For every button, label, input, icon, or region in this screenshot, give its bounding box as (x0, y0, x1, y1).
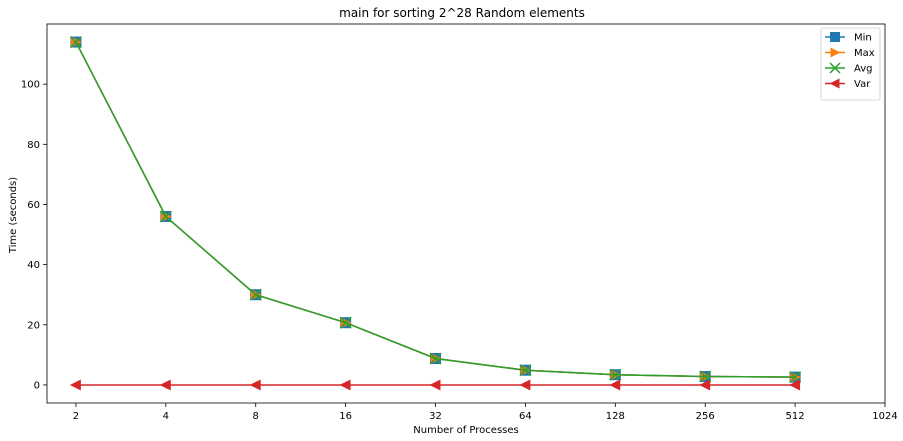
data-point-avg (519, 364, 532, 377)
legend: Min Max Avg Var (820, 27, 881, 101)
y-tick-label: 100 (21, 80, 40, 91)
data-point-var (159, 379, 171, 391)
data-point-avg-stroke (249, 288, 262, 301)
y-tick-label: 40 (27, 260, 40, 271)
data-point-avg-stroke (69, 36, 82, 49)
legend-marker-avg-stroke (829, 62, 841, 74)
data-point-var (339, 379, 351, 391)
legend-marker-var (829, 78, 840, 89)
data-point-var (789, 379, 801, 391)
legend-marker-avg (829, 62, 841, 74)
y-tick-label: 60 (27, 200, 40, 211)
legend-label-avg: Avg (854, 64, 873, 75)
x-tick-label: 8 (253, 411, 259, 422)
data-point-var (249, 379, 261, 391)
data-point-avg (429, 352, 442, 365)
data-point-avg-stroke (159, 210, 172, 223)
data-point-avg-stroke (339, 316, 352, 329)
data-point-avg-stroke (699, 370, 712, 383)
x-tick-label: 64 (519, 411, 532, 422)
x-tick-label: 128 (606, 411, 625, 422)
data-point-var (69, 379, 81, 391)
data-point-avg-stroke (429, 352, 442, 365)
x-tick-label: 256 (696, 411, 715, 422)
data-point-avg (69, 36, 82, 49)
y-tick-label: 0 (34, 380, 40, 391)
data-point-avg-stroke (789, 371, 802, 384)
x-tick-label: 16 (339, 411, 352, 422)
x-tick-label: 512 (786, 411, 805, 422)
plot-area: 2 4 8 16 32 64 128 256 512 1024 0 20 40 60 80 100 (21, 23, 898, 422)
data-point-var (699, 379, 711, 391)
data-point-var (519, 379, 531, 391)
data-point-var (609, 379, 621, 391)
x-tick-label: 4 (163, 411, 169, 422)
data-point-avg (609, 368, 622, 381)
legend-label-max: Max (854, 48, 875, 59)
legend-label-min: Min (854, 33, 872, 44)
x-axis-label: Number of Processes (413, 425, 518, 436)
data-point-avg-stroke (609, 368, 622, 381)
x-tick-label: 1024 (872, 411, 897, 422)
chart-title: main for sorting 2^28 Random elements (339, 6, 585, 20)
y-tick-label: 80 (27, 140, 40, 151)
plot-frame (46, 23, 886, 404)
x-tick-label: 2 (73, 411, 79, 422)
legend-marker-max (830, 47, 841, 58)
data-point-avg (249, 288, 262, 301)
y-tick-label: 20 (27, 320, 40, 331)
x-tick-label: 32 (429, 411, 442, 422)
data-point-avg-stroke (519, 364, 532, 377)
data-point-avg (339, 316, 352, 329)
data-point-var (429, 379, 441, 391)
legend-marker-min (830, 32, 840, 42)
legend-label-var: Var (854, 79, 871, 90)
data-point-avg (159, 210, 172, 223)
y-axis-label: Time (seconds) (8, 177, 19, 254)
